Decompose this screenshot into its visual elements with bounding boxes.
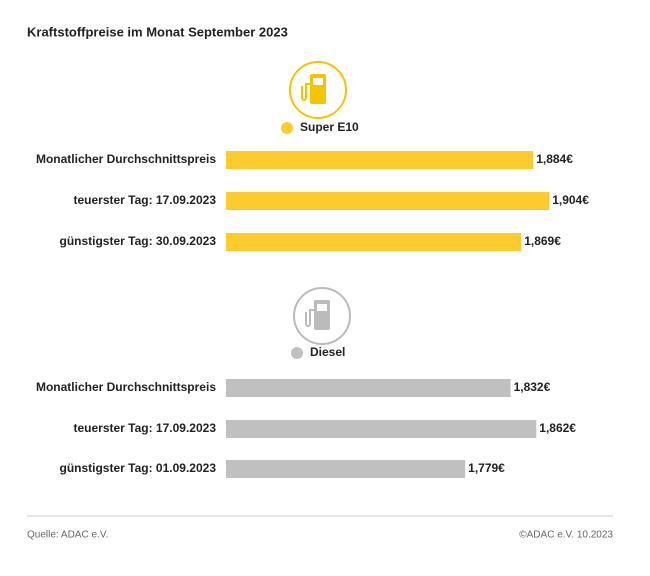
bar [226,192,550,210]
value-label: 1,779€ [468,461,505,475]
value-label: 1,904€ [552,193,589,207]
category-label: teuerster Tag: 17.09.2023 [73,193,216,207]
category-label: teuerster Tag: 17.09.2023 [73,421,216,435]
copyright: ©ADAC e.V. 10.2023 [519,530,613,541]
chart-title: Kraftstoffpreise im Monat September 2023 [27,24,288,39]
bar [226,379,511,397]
value-label: 1,884€ [536,152,573,166]
category-label: Monatlicher Durchschnittspreis [36,380,216,394]
legend-label: Super E10 [300,120,359,134]
value-label: 1,832€ [514,380,551,394]
fuel-icon [293,287,351,345]
legend-marker [291,347,303,359]
fuel-icon [289,61,347,119]
value-label: 1,862€ [539,421,576,435]
bar [226,460,466,478]
category-label: günstigster Tag: 01.09.2023 [59,461,216,475]
legend-marker [281,122,293,134]
value-label: 1,869€ [524,234,561,248]
legend-label: Diesel [310,345,345,359]
category-label: günstigster Tag: 30.09.2023 [59,234,216,248]
bar [226,420,537,438]
bar [226,233,522,251]
category-label: Monatlicher Durchschnittspreis [36,152,216,166]
source: Quelle: ADAC e.V. [27,530,108,541]
bar [226,151,534,169]
